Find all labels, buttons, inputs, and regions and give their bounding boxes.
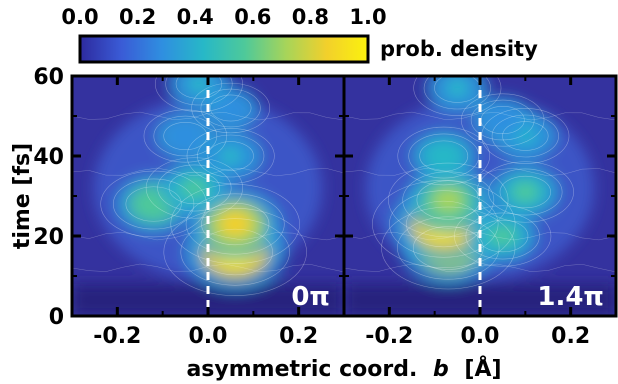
contour-line: [175, 76, 223, 99]
contour-line: [408, 133, 480, 179]
y-tick-label: 40: [33, 145, 64, 170]
y-tick-label: 60: [33, 65, 64, 90]
contour-line: [201, 202, 270, 246]
y-axis-label: time [fs]: [10, 143, 35, 249]
colorbar: 0.0 0.2 0.4 0.6 0.8 1.0 prob. density: [61, 5, 538, 64]
contour-line: [344, 111, 616, 121]
hotspot-core: [218, 211, 253, 237]
x-axis-label-variable: b: [433, 357, 449, 382]
hotspot-core: [490, 226, 516, 246]
contour-line: [434, 76, 481, 103]
hotspot-core: [181, 178, 208, 198]
contour-line: [180, 218, 290, 286]
y-tick-label: 20: [33, 225, 64, 250]
hotspot-core: [445, 78, 469, 98]
contour-line: [168, 171, 220, 205]
contour-line: [460, 93, 545, 147]
contour-line: [470, 99, 535, 141]
contour-line: [419, 140, 469, 172]
colorbar-tick-label: 0.4: [177, 5, 214, 29]
contour-line: [388, 162, 509, 238]
contour-line: [163, 208, 307, 296]
colorbar-bar: [78, 34, 370, 64]
hotspot-core: [431, 146, 456, 166]
contour-line: [372, 180, 516, 268]
contour-line: [481, 108, 570, 164]
x-tick-label: 0.0: [461, 324, 500, 349]
y-tick-label: 0: [49, 305, 64, 330]
contour-line: [153, 115, 218, 157]
contour-line: [416, 180, 480, 220]
contour-line: [402, 171, 495, 229]
hotspot-core: [174, 127, 197, 145]
contour-line: [125, 186, 182, 222]
contour-line: [476, 161, 574, 223]
contour-line: [488, 168, 563, 216]
x-tick-label: 0.2: [279, 324, 318, 349]
contour-line: [143, 109, 228, 163]
hotspot-core: [139, 193, 168, 215]
contour-line: [423, 76, 491, 110]
contour-line: [499, 175, 551, 209]
contour-line: [186, 128, 275, 184]
contour-line: [197, 134, 265, 178]
contour-line: [185, 193, 285, 255]
x-tick-label: 0.2: [551, 324, 590, 349]
hotspot-core: [432, 187, 464, 213]
colorbar-label: prob. density: [380, 37, 538, 61]
contour-line: [465, 212, 540, 260]
colorbar-tick-label: 0.6: [234, 5, 271, 29]
contour-line: [412, 226, 484, 270]
colorbar-tick-label: 0.0: [61, 5, 98, 29]
contour-line: [157, 164, 232, 212]
x-axis-label-unit: [Å]: [464, 356, 501, 382]
contour-line: [344, 263, 616, 273]
colorbar-tick-label: 1.0: [349, 5, 386, 29]
contour-line: [389, 190, 499, 258]
contour-line: [145, 157, 243, 219]
contour-line: [112, 178, 195, 230]
hotspot-core: [219, 146, 243, 166]
contour-line: [197, 228, 273, 276]
panel-label-left: 0π: [291, 282, 330, 312]
axis-ticks: -0.2 0.0 0.2 0 20 40 60 -0.2 0.0 0.2: [33, 65, 616, 349]
contour-line: [502, 121, 549, 151]
contour-line: [207, 141, 254, 171]
contour-line: [72, 111, 344, 121]
contour-line: [477, 219, 529, 253]
hotspot-core: [491, 111, 514, 129]
panel-right-contours: [344, 76, 616, 290]
x-tick-label: -0.2: [365, 324, 413, 349]
contour-line: [209, 94, 252, 122]
contour-line: [170, 184, 300, 264]
contour-line: [191, 82, 271, 134]
contour-line: [454, 205, 552, 267]
x-axis-label: asymmetric coord. b [Å]: [186, 356, 501, 382]
contour-line: [413, 76, 502, 116]
colorbar-tick-label: 0.8: [292, 5, 329, 29]
x-tick-label: -0.2: [93, 324, 141, 349]
hotspot-core: [220, 99, 241, 117]
contour-line: [72, 263, 344, 273]
hotspot-core: [187, 76, 211, 94]
x-axis-label-prefix: asymmetric coord.: [186, 357, 417, 382]
contour-line: [165, 76, 233, 106]
colorbar-tick-labels: 0.0 0.2 0.4 0.6 0.8 1.0: [61, 5, 386, 29]
contour-line: [397, 126, 491, 186]
x-tick-label: 0.0: [189, 324, 228, 349]
contour-line: [381, 206, 516, 290]
hotspot-core: [512, 182, 538, 202]
colorbar-tick-label: 0.2: [119, 5, 156, 29]
contour-line: [154, 76, 243, 112]
contour-line: [200, 88, 261, 128]
contour-line: [491, 114, 559, 158]
contour-line: [397, 216, 500, 280]
